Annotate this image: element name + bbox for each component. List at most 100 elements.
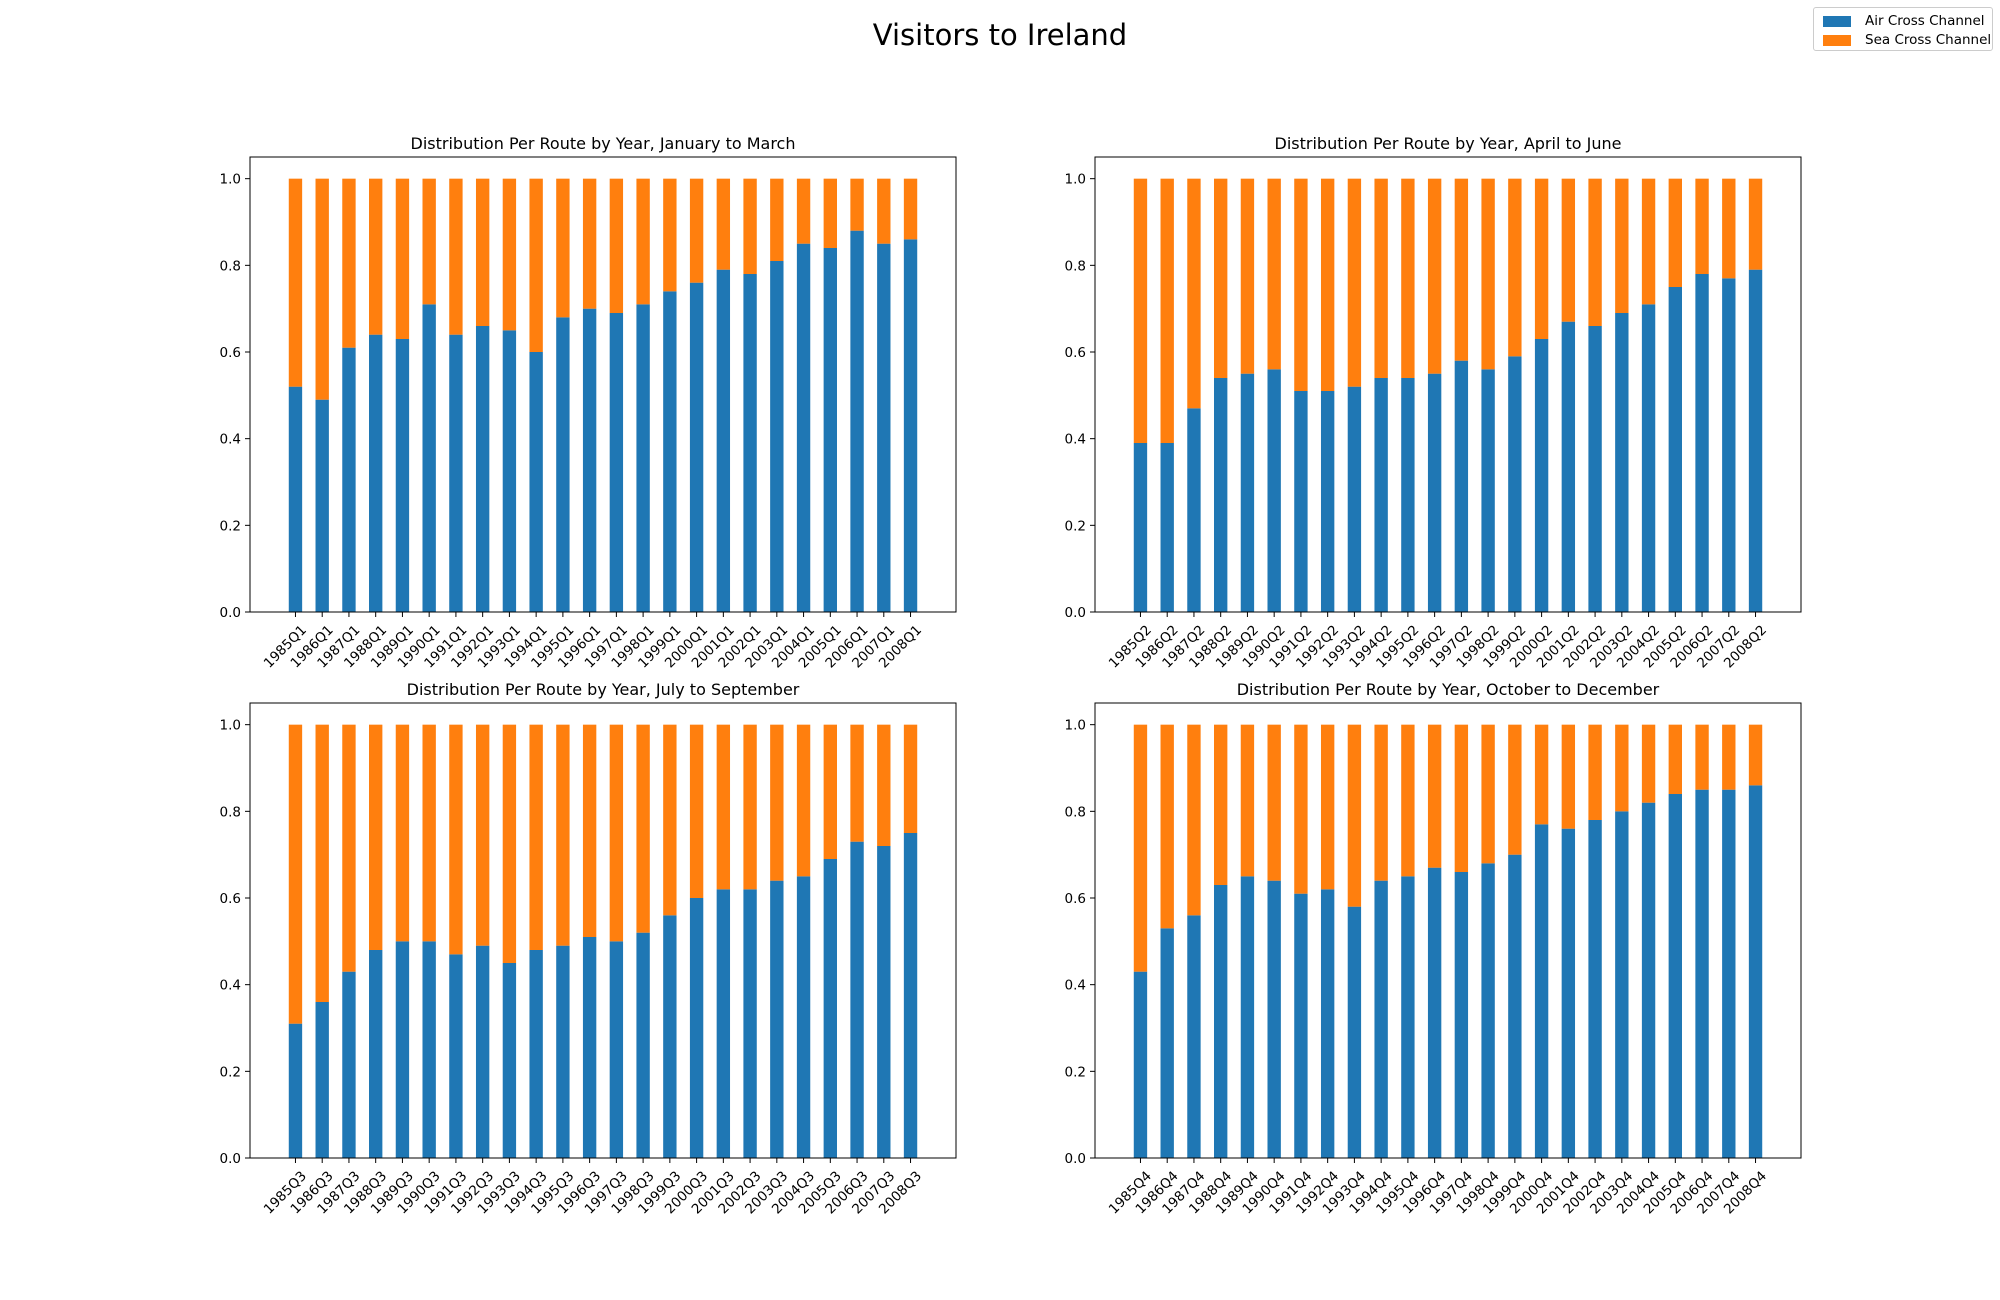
sea-bar: [716, 178, 731, 270]
sea-bar: [556, 724, 570, 946]
air-bar: [556, 945, 570, 1158]
sea-bar: [556, 178, 570, 318]
air-bar: [1454, 872, 1469, 1158]
air-bar: [342, 347, 356, 612]
air-bar: [1160, 928, 1174, 1158]
sea-bar: [1374, 178, 1388, 378]
sea-bar: [1133, 724, 1148, 972]
air-bar: [422, 304, 436, 612]
sea-bar: [369, 178, 383, 335]
air-bar: [1668, 287, 1682, 612]
sea-bar: [502, 178, 517, 331]
air-bar: [315, 1002, 329, 1158]
air-bar: [395, 339, 410, 612]
air-bar: [796, 876, 811, 1158]
air-bar: [1561, 828, 1576, 1158]
air-bar: [1588, 820, 1602, 1158]
y-tick-label: 0.4: [220, 978, 241, 994]
air-bar: [1320, 391, 1335, 612]
sea-bar: [1561, 178, 1576, 322]
sea-bar: [770, 724, 784, 881]
chart-panel-4: Distribution Per Route by Year, October …: [1065, 680, 1802, 1217]
air-bar: [663, 915, 677, 1158]
sea-bar: [502, 724, 517, 963]
air-bar: [475, 326, 490, 612]
plot-frame: [1094, 702, 1802, 1159]
air-bar: [770, 880, 784, 1158]
sea-bar: [1722, 724, 1736, 790]
sea-bar: [1668, 724, 1682, 794]
sea-bar: [609, 178, 624, 313]
air-bar: [342, 971, 356, 1158]
sea-bar: [288, 178, 303, 387]
air-bar: [1534, 339, 1549, 612]
sea-bar: [582, 178, 597, 309]
air-bar: [1267, 880, 1281, 1158]
y-tick-label: 1.0: [220, 172, 241, 188]
air-bar: [609, 941, 624, 1158]
sea-bar: [369, 724, 383, 950]
sea-bar: [449, 178, 463, 335]
air-bar: [1240, 373, 1255, 612]
sea-bar: [823, 178, 837, 248]
chart-panel-1: Distribution Per Route by Year, January …: [220, 134, 957, 671]
air-bar: [689, 898, 704, 1158]
sea-bar: [1481, 178, 1495, 370]
sea-bar: [475, 724, 490, 946]
sea-bar: [1454, 178, 1469, 361]
air-bar: [1294, 391, 1308, 612]
sea-bar: [609, 724, 624, 942]
legend-swatch-air: [1823, 16, 1851, 27]
sea-bar: [1320, 724, 1335, 890]
sea-bar: [663, 724, 677, 916]
y-tick-label: 0.2: [220, 518, 241, 534]
sea-bar: [903, 178, 918, 240]
sea-bar: [663, 178, 677, 292]
air-bar: [582, 308, 597, 612]
sea-bar: [1294, 724, 1308, 894]
sea-bar: [1240, 724, 1255, 877]
sea-bar: [1561, 724, 1576, 829]
air-bar: [395, 941, 410, 1158]
sea-bar: [1615, 178, 1629, 313]
y-tick-label: 1.0: [1065, 172, 1086, 188]
sea-bar: [1695, 724, 1709, 790]
air-bar: [1508, 356, 1522, 612]
sea-bar: [796, 178, 811, 244]
legend-label-sea: Sea Cross Channel: [1865, 32, 1992, 48]
y-tick-label: 0.2: [220, 1064, 241, 1080]
air-bar: [1240, 876, 1255, 1158]
air-bar: [1374, 880, 1388, 1158]
sea-bar: [529, 178, 543, 352]
legend-label-air: Air Cross Channel: [1865, 13, 1985, 29]
air-bar: [1588, 326, 1602, 612]
sea-bar: [342, 178, 356, 348]
sea-bar: [1668, 178, 1682, 287]
sea-bar: [1401, 178, 1415, 378]
y-tick-label: 0.8: [220, 258, 241, 274]
air-bar: [1481, 863, 1495, 1158]
air-bar: [1133, 971, 1148, 1158]
sea-bar: [636, 178, 650, 305]
air-bar: [877, 846, 891, 1158]
sea-bar: [1722, 178, 1736, 279]
y-tick-label: 0.6: [1065, 345, 1086, 361]
sea-bar: [422, 178, 436, 305]
sea-bar: [1615, 724, 1629, 812]
air-bar: [1374, 378, 1388, 612]
y-tick-label: 0.4: [1065, 978, 1086, 994]
air-bar: [636, 932, 650, 1158]
air-bar: [743, 274, 757, 612]
air-bar: [1160, 443, 1174, 612]
air-bar: [770, 261, 784, 612]
sea-bar: [1427, 178, 1442, 374]
sea-bar: [1588, 724, 1602, 820]
air-bar: [609, 313, 624, 612]
air-bar: [369, 334, 383, 612]
sea-bar: [1294, 178, 1308, 391]
air-bar: [369, 950, 383, 1158]
y-tick-label: 0.6: [220, 345, 241, 361]
air-bar: [1534, 824, 1549, 1158]
air-bar: [850, 230, 864, 612]
sea-bar: [1588, 178, 1602, 326]
